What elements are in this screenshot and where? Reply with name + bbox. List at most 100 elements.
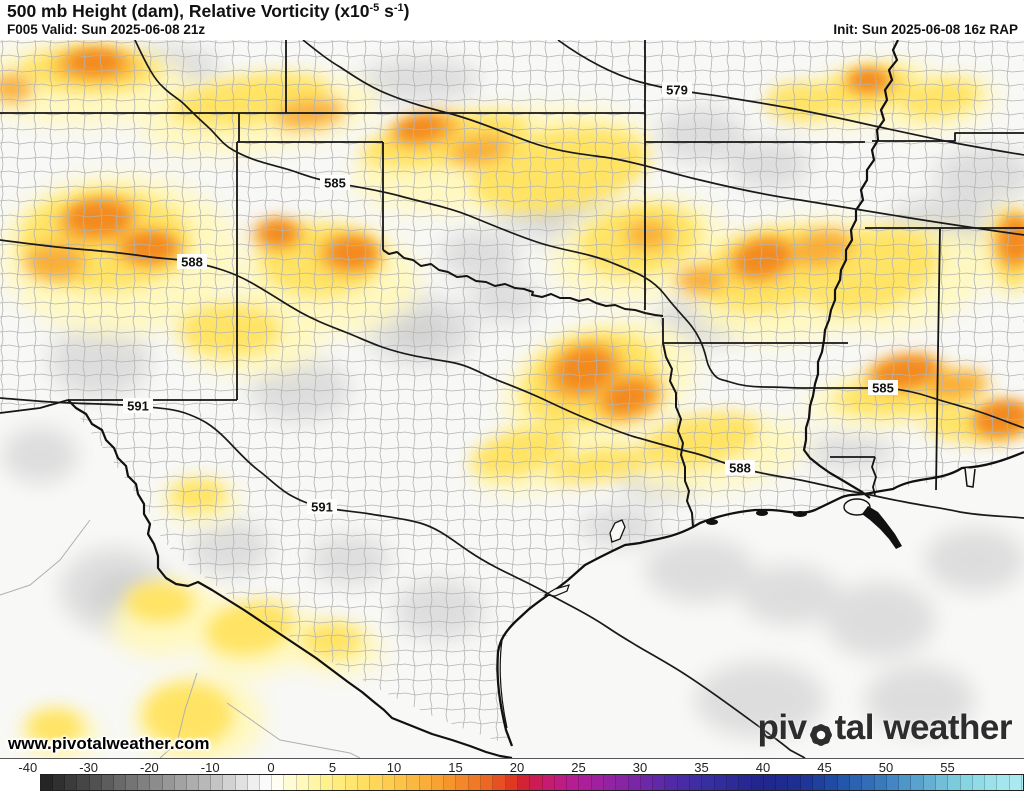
colorbar-segment [849,775,863,790]
colorbar-segment [874,775,887,790]
contour-label-box [307,499,337,514]
colorbar-segment [677,775,691,790]
contour-label: 591 [311,500,333,515]
colorbar-segment [923,775,936,790]
contour-label: 585 [324,176,346,191]
colorbar-segment [653,775,666,790]
contour-label: 585 [872,381,894,396]
colorbar-segment [113,775,127,790]
contour-label-box [868,380,898,395]
colorbar-segment [235,775,248,790]
colorbar-segment [138,775,151,790]
colorbar-tick: 30 [632,760,648,775]
colorbar-tick-labels: -40 -30 -20 -10 0 5 10 15 20 25 30 35 40 45 50 55 [0,758,1024,775]
colorbar-tick: 50 [878,760,894,775]
colorbar-tick: -30 [79,760,98,775]
colorbar-segment [284,775,297,790]
colorbar-segment [603,775,617,790]
colorbar-segment [530,775,543,790]
title-superscript: -1 [393,2,404,14]
colorbar-segment [407,775,420,790]
colorbar-tick: 15 [448,760,463,775]
mexico-state-lines [0,519,361,758]
colorbar-tick: 40 [755,760,771,775]
colorbar-segment [936,775,949,790]
colorbar-segment [837,775,850,790]
colorbar-segment [899,775,912,790]
title-superscript: -5 [369,2,380,14]
colorbar-segment [960,775,973,790]
colorbar-tick: 5 [328,760,337,775]
pivotal-weather-logo: piv tal weather [757,708,1013,748]
colorbar-segment [468,775,482,790]
logo-text-piv: piv [757,708,808,747]
colorbar-segment [554,775,568,790]
colorbar-segment [616,775,629,790]
colorbar-segment [726,775,740,790]
colorbar-segment [493,775,506,790]
colorbar-segment [259,775,272,790]
colorbar-segment [41,775,54,790]
contour-label-box [177,254,207,269]
colorbar-tick: -20 [139,760,159,775]
colorbar-segment [321,775,334,790]
colorbar-segment [370,775,383,790]
colorbar-segment [358,775,371,790]
colorbar-segment [271,775,285,790]
colorbar-segment [862,775,875,790]
colorbar-segment [591,775,604,790]
colorbar-tick: 20 [509,760,525,775]
colorbar-segment [308,775,322,790]
colorbar-segment [542,775,555,790]
colorbar-segment [174,775,187,790]
colorbar-segment [431,775,445,790]
colorbar-tick: 0 [267,760,275,775]
colorbar-segment [776,775,789,790]
colorbar-segment [126,775,139,790]
colorbar-segment [972,775,986,790]
colorbar-segment [150,775,163,790]
colorbar-segment [665,775,678,790]
colorbar-segment [505,775,518,790]
colorbar-segment [751,775,764,790]
colorbar-tick: 35 [694,760,709,775]
watermark-url: www.pivotalweather.com [8,734,210,753]
colorbar-segment [739,775,752,790]
colorbar-segment [65,775,78,790]
colorbar-segment [800,775,814,790]
colorbar-segment [211,775,224,790]
colorbar-segment [481,775,494,790]
colorbar-segment [199,775,212,790]
colorbar-segment [382,775,395,790]
colorbar-segment [948,775,961,790]
colorbar-segment [997,775,1010,790]
contour-label: 579 [666,83,688,98]
colorbar-tick: -10 [200,760,220,775]
page-title: 500 mb Height (dam), Relative Vorticity … [7,1,410,21]
gear-icon [808,717,834,746]
colorbar-segment [886,775,900,790]
colorbar-segment [53,775,66,790]
map-canvas: 579 585 588 591 591 588 585 [0,40,1024,758]
colorbar-tick: 45 [817,760,832,775]
rio-grande [67,399,513,758]
colorbar-segment [394,775,408,790]
colorbar-segment [296,775,309,790]
colorbar-segment [162,775,175,790]
colorbar-segment [714,775,727,790]
contour-label: 588 [181,255,203,270]
colorbar-segment [247,775,260,790]
colorbar-segment [444,775,457,790]
colorbar-segment [1009,775,1023,790]
contour-label-box [725,460,755,475]
contour-label-box [123,398,153,413]
colorbar-segment [1022,775,1023,790]
colorbar-segment [788,775,801,790]
contour-label: 591 [127,399,149,414]
colorbar-segment [101,775,114,790]
forecast-valid-label: F005 Valid: Sun 2025-06-08 21z [7,22,206,37]
model-init-label: Init: Sun 2025-06-08 16z RAP [833,22,1018,37]
colorbar-segment [763,775,777,790]
river-borders [382,249,694,528]
colorbar-segment [702,775,715,790]
